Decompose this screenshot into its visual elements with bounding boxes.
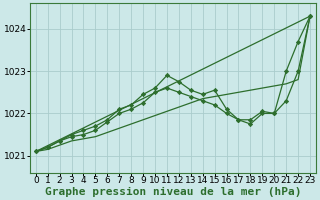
X-axis label: Graphe pression niveau de la mer (hPa): Graphe pression niveau de la mer (hPa) bbox=[45, 186, 301, 197]
